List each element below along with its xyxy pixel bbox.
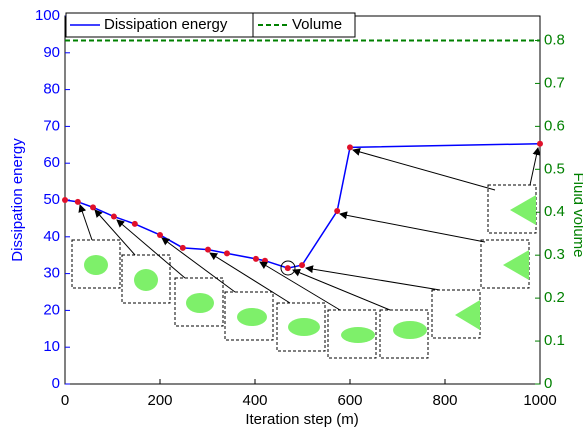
y-tick-label: 100 (35, 7, 60, 24)
legend-label: Dissipation energy (104, 16, 228, 33)
y-tick-label: 60 (43, 154, 60, 171)
y2-tick-label: 0.7 (544, 74, 565, 91)
point-marker (179, 244, 186, 251)
y-tick-label: 30 (43, 265, 60, 282)
legend: Dissipation energy Volume (65, 12, 356, 38)
y-axis-label: Dissipation energy (9, 138, 26, 262)
y-tick-label: 10 (43, 338, 60, 355)
x-tick-label: 200 (147, 392, 172, 409)
series-line (64, 142, 541, 269)
y2-tick-label: 0 (544, 375, 552, 392)
x-axis-label: Iteration step (m) (245, 411, 358, 428)
y-tick-label: 80 (43, 81, 60, 98)
point-marker (284, 265, 291, 272)
y-tick-label: 0 (52, 375, 60, 392)
y2-axis-label: Fluid volume (570, 172, 583, 257)
x-tick-label: 400 (242, 392, 267, 409)
y-tick-label: 40 (43, 228, 60, 245)
x-tick-label: 1000 (523, 392, 556, 409)
y2-tick-label: 0.3 (544, 246, 565, 263)
legend-label: Volume (292, 16, 342, 33)
y2-tick-label: 0.2 (544, 289, 565, 306)
point-marker (223, 250, 230, 257)
x-tick-label: 600 (337, 392, 362, 409)
point-marker (204, 246, 211, 253)
y-tick-label: 90 (43, 44, 60, 61)
y-tick-label: 50 (43, 191, 60, 208)
y2-tick-label: 0.1 (544, 332, 565, 349)
point-marker (90, 204, 97, 211)
y2-tick-label: 0.5 (544, 160, 565, 177)
point-marker (157, 231, 163, 238)
y2-tick-label: 0.8 (544, 31, 565, 48)
insets (71, 147, 541, 359)
point-marker (537, 140, 543, 147)
point-marker (62, 197, 68, 203)
point-marker (131, 220, 138, 227)
x-tick-label: 800 (432, 392, 457, 409)
point-marker (110, 213, 117, 220)
point-marker (299, 262, 306, 269)
y2-tick-label: 0.6 (544, 117, 565, 134)
point-marker (334, 208, 341, 215)
point-marker (74, 198, 81, 205)
y2-tick-label: 0.4 (544, 203, 565, 220)
point-marker (261, 257, 268, 264)
y-tick-label: 20 (43, 301, 60, 318)
point-marker (252, 255, 259, 262)
plot-area: 0 200 400 600 800 100001020304050607080901000… (35, 7, 565, 409)
x-tick-label: 0 (61, 392, 69, 409)
y-tick-label: 70 (43, 117, 60, 134)
point-marker (347, 144, 353, 151)
